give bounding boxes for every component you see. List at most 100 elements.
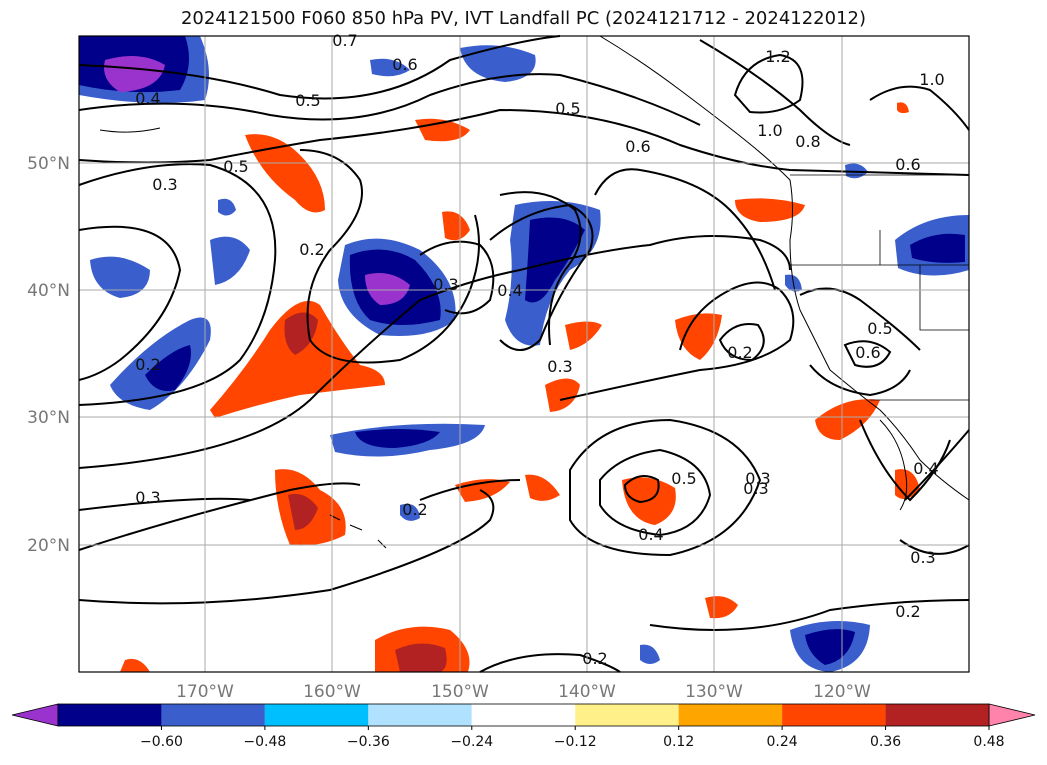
lon-label: 170°W <box>176 682 234 702</box>
pv-shading <box>79 36 969 672</box>
contour-label: 0.3 <box>910 548 935 567</box>
contour-line <box>78 489 495 605</box>
contour-line <box>843 340 892 368</box>
contour-label: 0.7 <box>332 31 357 50</box>
contour-label: 0.3 <box>743 479 768 498</box>
contour-label: 0.6 <box>392 55 417 74</box>
shade-blob <box>640 644 660 664</box>
colorbar-segment <box>471 704 576 726</box>
colorbar-tick-label: −0.24 <box>450 734 493 750</box>
colorbar-segment <box>264 704 369 726</box>
contour-label: 0.4 <box>135 89 160 108</box>
colorbar-tick-label: 0.24 <box>767 734 798 750</box>
contour-label: 0.5 <box>223 157 248 176</box>
shade-blob <box>565 321 602 350</box>
contour-line <box>594 168 776 291</box>
coastline <box>879 419 908 511</box>
contour-line <box>78 73 701 126</box>
contour-label: 0.6 <box>625 137 650 156</box>
colorbar-segment <box>678 704 783 726</box>
shade-blob <box>365 272 410 305</box>
shade-blob <box>245 134 325 213</box>
colorbar-tick-label: −0.48 <box>243 734 286 750</box>
contour-line <box>78 35 561 100</box>
map-frame <box>78 35 970 673</box>
map-panel <box>79 36 969 672</box>
shade-blob <box>525 217 585 303</box>
colorbar-extend-max <box>988 703 1036 727</box>
lon-label: 120°W <box>813 682 871 702</box>
state-borders <box>790 174 969 401</box>
shade-blob <box>525 474 560 501</box>
shade-blob <box>288 493 318 530</box>
lon-label: 130°W <box>685 682 743 702</box>
colorbar-tick-label: −0.60 <box>140 734 183 750</box>
contour-line <box>78 235 791 469</box>
contour-line <box>499 191 582 346</box>
contour-line <box>78 225 182 381</box>
contour-label: 0.2 <box>299 240 324 259</box>
contour-line <box>569 418 762 557</box>
contour-label: 0.5 <box>671 469 696 488</box>
contour-line <box>809 364 911 397</box>
contour-line <box>78 108 970 176</box>
contour-line <box>899 539 970 555</box>
contour-label: 0.2 <box>895 602 920 621</box>
colorbar-segment <box>58 704 162 726</box>
shade-blob <box>90 256 150 298</box>
lat-axis-labels: 50°N 40°N 30°N 20°N <box>27 154 70 556</box>
contour-labels: 0.7 0.6 0.4 0.5 0.5 0.3 0.2 0.3 0.4 0.3 0.2 0.3 0.2 0… <box>135 31 944 668</box>
shade-blob <box>370 58 410 77</box>
colorbar-segment <box>782 704 886 726</box>
contour-label: 0.4 <box>913 459 938 478</box>
contour-label: 1.0 <box>919 70 944 89</box>
coastline <box>599 35 970 501</box>
colorbar-segment <box>575 704 679 726</box>
contour-line <box>489 203 594 351</box>
contour-label: 0.4 <box>638 525 663 544</box>
shade-blob <box>910 233 965 263</box>
shade-blob <box>400 503 420 521</box>
contour-label: 0.4 <box>497 281 522 300</box>
shade-blob <box>675 313 722 360</box>
colorbar-segment <box>368 704 472 726</box>
contour-label: 1.0 <box>757 121 782 140</box>
contour-label: 0.5 <box>867 319 892 338</box>
border-line <box>919 265 969 331</box>
contour-label: 0.3 <box>547 357 572 376</box>
lon-label: 150°W <box>431 682 489 702</box>
shade-blob <box>145 345 191 391</box>
lat-label: 30°N <box>27 408 70 428</box>
colorbar-extend-min <box>11 703 59 727</box>
colorbar-tick-label: 0.36 <box>870 734 901 750</box>
pv-contours <box>78 35 970 673</box>
map-title: 2024121500 F060 850 hPa PV, IVT Landfall… <box>180 8 867 29</box>
lat-label: 50°N <box>27 154 70 174</box>
shade-blob <box>210 300 385 418</box>
lon-label: 160°W <box>303 682 361 702</box>
colorbar-segment <box>161 704 265 726</box>
colorbar-frame <box>57 703 990 727</box>
contour-label: 0.6 <box>855 343 880 362</box>
colorbar-tick-label: −0.12 <box>554 734 597 750</box>
shade-blob <box>815 399 880 440</box>
contour-label: 0.3 <box>433 275 458 294</box>
shade-blob <box>442 211 470 241</box>
shade-blob <box>104 56 165 92</box>
shade-blob <box>120 658 150 672</box>
contour-line <box>78 163 277 406</box>
contour-line <box>78 497 251 511</box>
contour-label: 0.5 <box>295 91 320 110</box>
contour-label: 0.5 <box>555 99 580 118</box>
shade-blob <box>284 312 318 355</box>
shade-blob <box>210 236 250 285</box>
contour-line <box>699 39 851 146</box>
contour-line <box>799 287 921 351</box>
coastlines <box>99 35 970 549</box>
lon-axis-labels: 170°W 160°W 150°W 140°W 130°W 120°W <box>176 682 871 702</box>
contour-line <box>419 240 495 315</box>
shade-blob <box>545 378 580 412</box>
lat-label: 40°N <box>27 281 70 301</box>
shade-blob <box>395 643 447 672</box>
colorbar-segment <box>885 704 989 726</box>
